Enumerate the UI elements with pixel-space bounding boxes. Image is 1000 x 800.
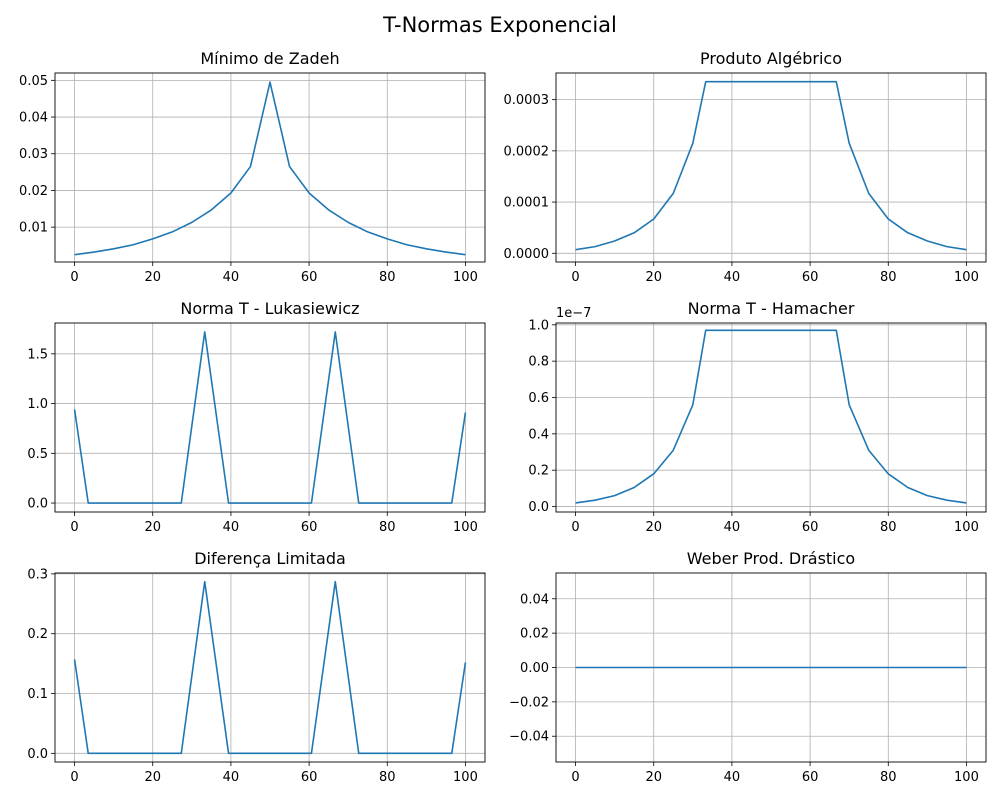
subplot-3: Norma T - Lukasiewicz 0 20 40 60 80 100 0.0 0.5 1… xyxy=(27,299,486,535)
x-tick-label: 40 xyxy=(223,770,240,785)
subplot-title: Norma T - Lukasiewicz xyxy=(180,299,359,318)
series-line xyxy=(73,331,467,504)
y-tick-label: 0.02 xyxy=(19,184,48,199)
y-tick-label: 0.00 xyxy=(520,661,549,676)
y-tick-label: 0.0 xyxy=(528,500,549,515)
subplot-title: Weber Prod. Drástico xyxy=(687,549,855,568)
y-tick-label: 0.2 xyxy=(27,627,48,642)
y-tick-label: 0.3 xyxy=(27,567,48,582)
x-tick-label: 60 xyxy=(802,520,819,535)
x-tick-label: 0 xyxy=(571,520,579,535)
axes-frame xyxy=(555,572,987,763)
y-tick-label: 0.5 xyxy=(27,447,48,462)
x-tick-label: 100 xyxy=(453,270,478,285)
x-tick-label: 80 xyxy=(379,770,396,785)
y-tick-label: 1.0 xyxy=(27,397,48,412)
x-tick-label: 60 xyxy=(301,270,318,285)
x-tick-label: 20 xyxy=(144,520,161,535)
x-tick-label: 80 xyxy=(880,520,897,535)
series-line xyxy=(575,80,967,251)
y-tick-label: 0.04 xyxy=(520,592,549,607)
x-tick-label: 80 xyxy=(880,270,897,285)
y-tick-label: 0.4 xyxy=(528,427,549,442)
y-tick-label: −0.04 xyxy=(509,730,549,745)
axes-frame xyxy=(555,72,987,263)
y-tick-label: 0.01 xyxy=(19,221,48,236)
x-tick-label: 80 xyxy=(379,520,396,535)
subplot-title: Diferença Limitada xyxy=(194,549,346,568)
y-tick-label: 0.6 xyxy=(528,391,549,406)
axes-frame xyxy=(555,322,987,513)
subplot-6: Weber Prod. Drástico 0 20 40 60 80 100 −0.04 −0.… xyxy=(509,549,987,785)
x-tick-label: 80 xyxy=(880,770,897,785)
x-tick-label: 20 xyxy=(144,270,161,285)
x-tick-label: 0 xyxy=(571,270,579,285)
x-tick-label: 60 xyxy=(301,520,318,535)
y-tick-label: 0.8 xyxy=(528,355,549,370)
y-tick-label: 0.05 xyxy=(19,74,48,89)
y-tick-label: 0.0000 xyxy=(504,247,550,262)
subplot-title: Produto Algébrico xyxy=(700,49,842,68)
y-tick-label: 1.5 xyxy=(27,347,48,362)
figure-title: T-Normas Exponencial xyxy=(382,13,617,37)
y-tick-label: 0.02 xyxy=(520,627,549,642)
y-tick-label: 0.0002 xyxy=(504,144,550,159)
x-tick-label: 20 xyxy=(144,770,161,785)
x-tick-label: 100 xyxy=(954,270,979,285)
y-tick-label: 0.2 xyxy=(528,464,549,479)
series-line xyxy=(73,580,467,755)
subplot-grid: Mínimo de Zadeh 0 20 40 60 80 100 0.01 0.02 0.03 0… xyxy=(19,49,987,785)
x-tick-label: 0 xyxy=(571,770,579,785)
y-tick-label: −0.02 xyxy=(509,695,549,710)
x-tick-label: 60 xyxy=(802,770,819,785)
axes-frame xyxy=(54,72,486,263)
x-tick-label: 0 xyxy=(70,520,78,535)
x-tick-label: 80 xyxy=(379,270,396,285)
x-tick-label: 20 xyxy=(645,520,662,535)
subplot-4: Norma T - Hamacher 0 20 40 60 80 100 0.0 0.2 0.4 0… xyxy=(528,299,987,535)
y-tick-label: 1.0 xyxy=(528,318,549,333)
x-tick-label: 100 xyxy=(453,770,478,785)
x-tick-label: 20 xyxy=(645,270,662,285)
y-tick-label: 0.03 xyxy=(19,147,48,162)
x-tick-label: 40 xyxy=(724,520,741,535)
series-line xyxy=(575,329,967,504)
subplot-5: Diferença Limitada 0 20 40 60 80 100 0.0 0.1 0.2 0… xyxy=(27,549,486,785)
x-tick-label: 60 xyxy=(802,270,819,285)
subplot-title: Norma T - Hamacher xyxy=(688,299,855,318)
y-tick-label: 0.04 xyxy=(19,111,48,126)
x-tick-label: 100 xyxy=(954,770,979,785)
y-tick-label: 0.0 xyxy=(27,747,48,762)
x-tick-label: 40 xyxy=(724,770,741,785)
y-tick-label: 0.0001 xyxy=(504,196,550,211)
y-tick-label: 0.0 xyxy=(27,497,48,512)
x-tick-label: 20 xyxy=(645,770,662,785)
y-offset-label: 1e−7 xyxy=(556,306,591,321)
x-tick-label: 60 xyxy=(301,770,318,785)
subplot-title: Mínimo de Zadeh xyxy=(200,49,339,68)
subplot-2: Produto Algébrico 0 20 40 60 80 100 0.0000 0.000… xyxy=(504,49,987,285)
y-tick-label: 0.0003 xyxy=(504,93,550,108)
y-tick-label: 0.1 xyxy=(27,687,48,702)
x-tick-label: 100 xyxy=(453,520,478,535)
x-tick-label: 40 xyxy=(223,520,240,535)
x-tick-label: 40 xyxy=(724,270,741,285)
axes-frame xyxy=(54,572,486,763)
subplot-1: Mínimo de Zadeh 0 20 40 60 80 100 0.01 0.02 0.03 0… xyxy=(19,49,486,285)
x-tick-label: 0 xyxy=(70,270,78,285)
x-tick-label: 100 xyxy=(954,520,979,535)
axes-frame xyxy=(54,322,486,513)
x-tick-label: 40 xyxy=(223,270,240,285)
x-tick-label: 0 xyxy=(70,770,78,785)
series-line xyxy=(74,81,466,256)
